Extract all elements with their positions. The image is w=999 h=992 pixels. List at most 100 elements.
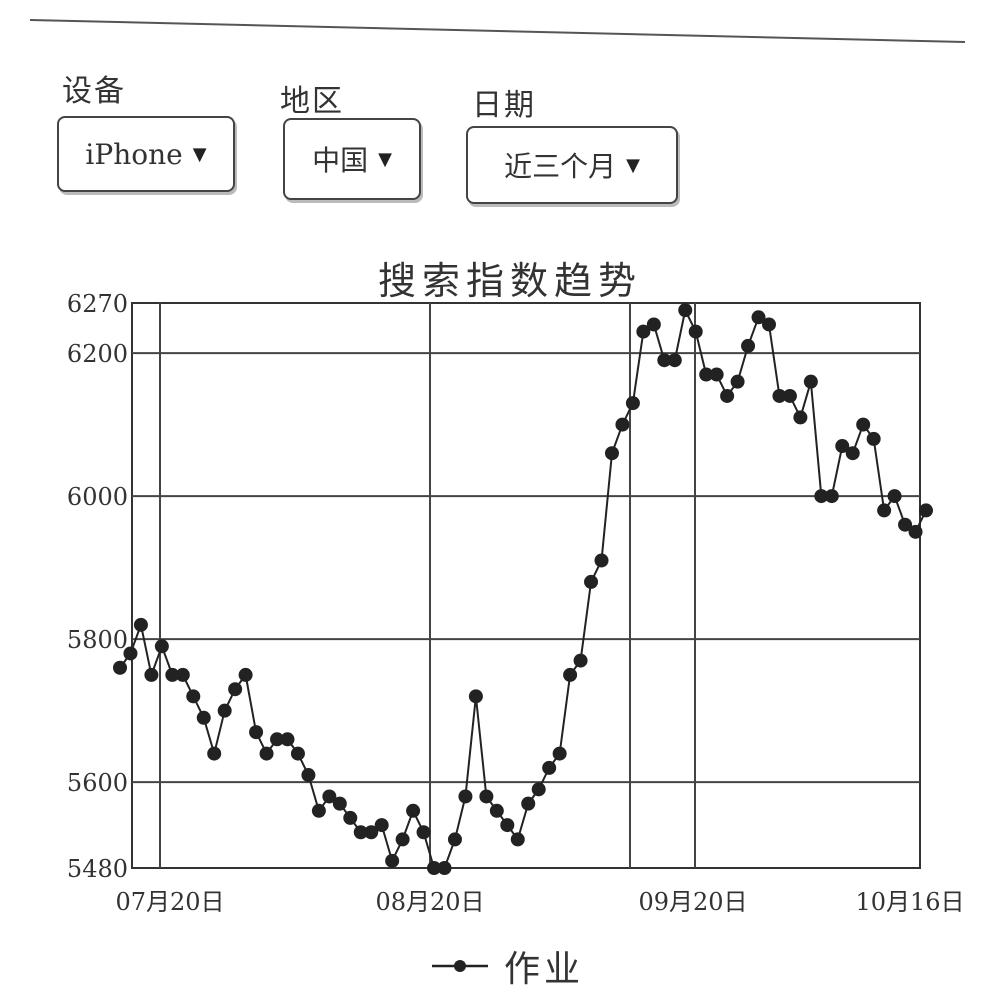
data-point: [835, 439, 850, 454]
region-dropdown[interactable]: 中国 ▼: [283, 118, 421, 200]
data-point: [919, 503, 933, 518]
device-filter-label: 设备: [62, 74, 126, 109]
data-point: [322, 789, 337, 804]
data-point: [133, 617, 148, 632]
data-point: [123, 646, 138, 661]
data-point: [437, 861, 452, 875]
data-point: [814, 489, 829, 504]
device-dropdown[interactable]: iPhone ▼: [57, 116, 235, 192]
data-point: [531, 782, 546, 797]
data-point: [301, 768, 316, 783]
region-dropdown-value: 中国: [312, 144, 369, 177]
data-point: [270, 732, 285, 747]
data-point: [332, 796, 347, 811]
data-point: [217, 703, 232, 718]
data-point: [856, 417, 871, 432]
data-point: [898, 517, 913, 532]
data-point: [636, 324, 651, 339]
data-point: [500, 818, 515, 833]
data-point: [688, 324, 703, 339]
data-point: [824, 489, 839, 504]
y-tick-label: 6200: [67, 340, 128, 368]
data-point: [207, 746, 222, 761]
data-point: [803, 374, 818, 389]
data-point: [479, 789, 494, 804]
data-point: [615, 417, 630, 432]
data-point: [311, 803, 326, 818]
data-point: [521, 796, 536, 811]
chevron-down-icon: ▼: [192, 143, 207, 165]
data-point: [594, 553, 609, 568]
data-point: [720, 388, 735, 403]
data-point: [542, 760, 557, 775]
data-point: [510, 832, 525, 847]
data-point: [678, 303, 693, 318]
date-dropdown-value: 近三个月: [504, 150, 617, 183]
data-point: [657, 353, 672, 368]
data-point: [353, 825, 368, 840]
data-point: [458, 789, 473, 804]
x-tick-label: 08月20日: [375, 888, 484, 916]
data-point: [845, 446, 860, 461]
data-point: [625, 396, 640, 411]
data-point: [343, 810, 358, 825]
data-point: [364, 825, 379, 840]
data-point: [730, 374, 745, 389]
legend-line-marker-icon: [432, 960, 488, 972]
data-point: [908, 524, 923, 539]
data-point: [249, 725, 264, 740]
data-point: [761, 317, 776, 332]
data-point: [175, 667, 190, 682]
device-dropdown-value: iPhone: [85, 137, 183, 171]
data-point: [772, 388, 787, 403]
date-dropdown[interactable]: 近三个月 ▼: [466, 126, 678, 204]
legend-series-label: 作业: [504, 949, 585, 990]
chevron-down-icon: ▼: [626, 154, 640, 176]
y-tick-label: 5600: [67, 769, 128, 797]
data-point: [416, 825, 431, 840]
chart-legend: 作业: [430, 940, 584, 992]
data-point: [427, 861, 442, 875]
y-tick-label: 5800: [67, 626, 128, 654]
data-point: [573, 653, 588, 668]
region-filter-label: 地区: [280, 84, 344, 119]
data-point: [395, 832, 410, 847]
data-point: [699, 367, 714, 382]
data-point: [280, 732, 295, 747]
x-tick-label: 09月20日: [638, 888, 747, 916]
data-point: [584, 574, 599, 589]
y-tick-label: 6000: [67, 483, 128, 511]
x-tick-label: 07月20日: [115, 888, 224, 916]
data-point: [782, 388, 797, 403]
data-point: [374, 818, 389, 833]
data-point: [385, 853, 400, 868]
data-point: [709, 367, 724, 382]
data-point: [741, 338, 756, 353]
data-point: [290, 746, 305, 761]
data-point: [604, 446, 619, 461]
data-point: [154, 639, 169, 654]
data-point: [113, 660, 127, 675]
x-tick-label: 10月16日: [855, 888, 964, 916]
data-point: [646, 317, 661, 332]
data-point: [887, 489, 902, 504]
data-point: [228, 682, 243, 697]
data-point: [866, 431, 881, 446]
data-point: [144, 667, 159, 682]
data-point: [793, 410, 808, 425]
top-divider-line: [29, 19, 966, 43]
data-point: [552, 746, 567, 761]
date-filter-label: 日期: [472, 88, 536, 123]
data-point: [489, 803, 504, 818]
y-tick-label: 6270: [67, 290, 128, 318]
chart-title: 搜索指数趋势: [377, 259, 642, 303]
data-point: [406, 803, 421, 818]
data-point: [259, 746, 274, 761]
data-point: [238, 667, 253, 682]
data-point: [165, 667, 180, 682]
plot-frame: [131, 302, 921, 869]
data-point: [196, 710, 211, 725]
data-point: [186, 689, 201, 704]
data-point: [447, 832, 462, 847]
